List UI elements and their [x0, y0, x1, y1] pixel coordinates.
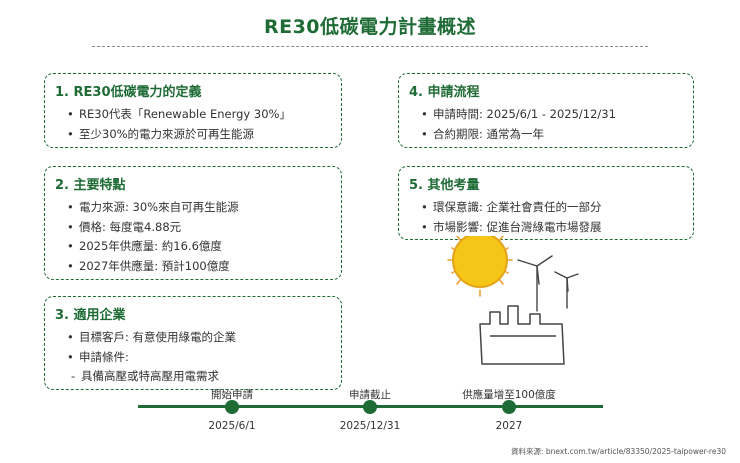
timeline-date: 2027 — [495, 420, 523, 432]
title-divider — [92, 46, 648, 47]
card-heading: 3. 適用企業 — [55, 308, 126, 323]
list-item: 合約期限: 通常為一年 — [421, 125, 616, 145]
list-item: 至少30%的電力來源於可再生能源 — [67, 125, 291, 145]
card-other: 5. 其他考量 環保意識: 企業社會責任的一部分 市場影響: 促進台灣綠電市場發… — [398, 166, 694, 240]
factory-icon — [479, 305, 565, 365]
wind-turbine-icon — [517, 255, 579, 312]
timeline-label: 開始申請 — [211, 389, 253, 401]
page-title: RE30低碳電力計畫概述 — [263, 16, 477, 38]
card-definition: 1. RE30低碳電力的定義 RE30代表「Renewable Energy 3… — [44, 73, 342, 148]
timeline-dot — [363, 400, 377, 414]
timeline-label: 申請截止 — [349, 389, 391, 401]
card-list: RE30代表「Renewable Energy 30%」 至少30%的電力來源於… — [67, 105, 291, 144]
card-applicable: 3. 適用企業 目標客戶: 有意使用綠電的企業 申請條件: 具備高壓或特高壓用電… — [44, 296, 342, 390]
list-item: 環保意識: 企業社會責任的一部分 — [421, 198, 602, 218]
list-item: 2027年供應量: 預計100億度 — [67, 257, 239, 277]
timeline-date: 2025/12/31 — [339, 420, 401, 432]
list-item: 目標客戶: 有意使用綠電的企業 — [67, 328, 236, 348]
sun-icon — [447, 236, 513, 297]
card-list: 目標客戶: 有意使用綠電的企業 申請條件: 具備高壓或特高壓用電需求 — [67, 328, 236, 387]
list-item: 2025年供應量: 約16.6億度 — [67, 237, 239, 257]
list-item: RE30代表「Renewable Energy 30%」 — [67, 105, 291, 125]
card-process: 4. 申請流程 申請時間: 2025/6/1 - 2025/12/31 合約期限… — [398, 73, 694, 148]
card-list: 環保意識: 企業社會責任的一部分 市場影響: 促進台灣綠電市場發展 — [421, 198, 602, 237]
illustration — [447, 236, 579, 365]
card-heading: 4. 申請流程 — [409, 85, 480, 100]
sub-list-item: 具備高壓或特高壓用電需求 — [67, 367, 236, 387]
timeline-dot — [225, 400, 239, 414]
list-item: 申請條件: — [67, 348, 236, 368]
list-item: 申請時間: 2025/6/1 - 2025/12/31 — [421, 105, 616, 125]
card-heading: 5. 其他考量 — [409, 178, 480, 193]
list-item: 電力來源: 30%來自可再生能源 — [67, 198, 239, 218]
source-credit: 資料來源: bnext.com.tw/article/83350/2025-ta… — [510, 447, 726, 456]
list-item: 價格: 每度電4.88元 — [67, 218, 239, 238]
card-features: 2. 主要特點 電力來源: 30%來自可再生能源 價格: 每度電4.88元 20… — [44, 166, 342, 280]
card-list: 申請時間: 2025/6/1 - 2025/12/31 合約期限: 通常為一年 — [421, 105, 616, 144]
list-item: 市場影響: 促進台灣綠電市場發展 — [421, 218, 602, 238]
timeline-label: 供應量增至100億度 — [462, 389, 556, 401]
card-list: 電力來源: 30%來自可再生能源 價格: 每度電4.88元 2025年供應量: … — [67, 198, 239, 276]
card-heading: 2. 主要特點 — [55, 178, 126, 193]
timeline-dot — [502, 400, 516, 414]
timeline-date: 2025/6/1 — [208, 420, 256, 432]
card-heading: 1. RE30低碳電力的定義 — [55, 85, 202, 100]
